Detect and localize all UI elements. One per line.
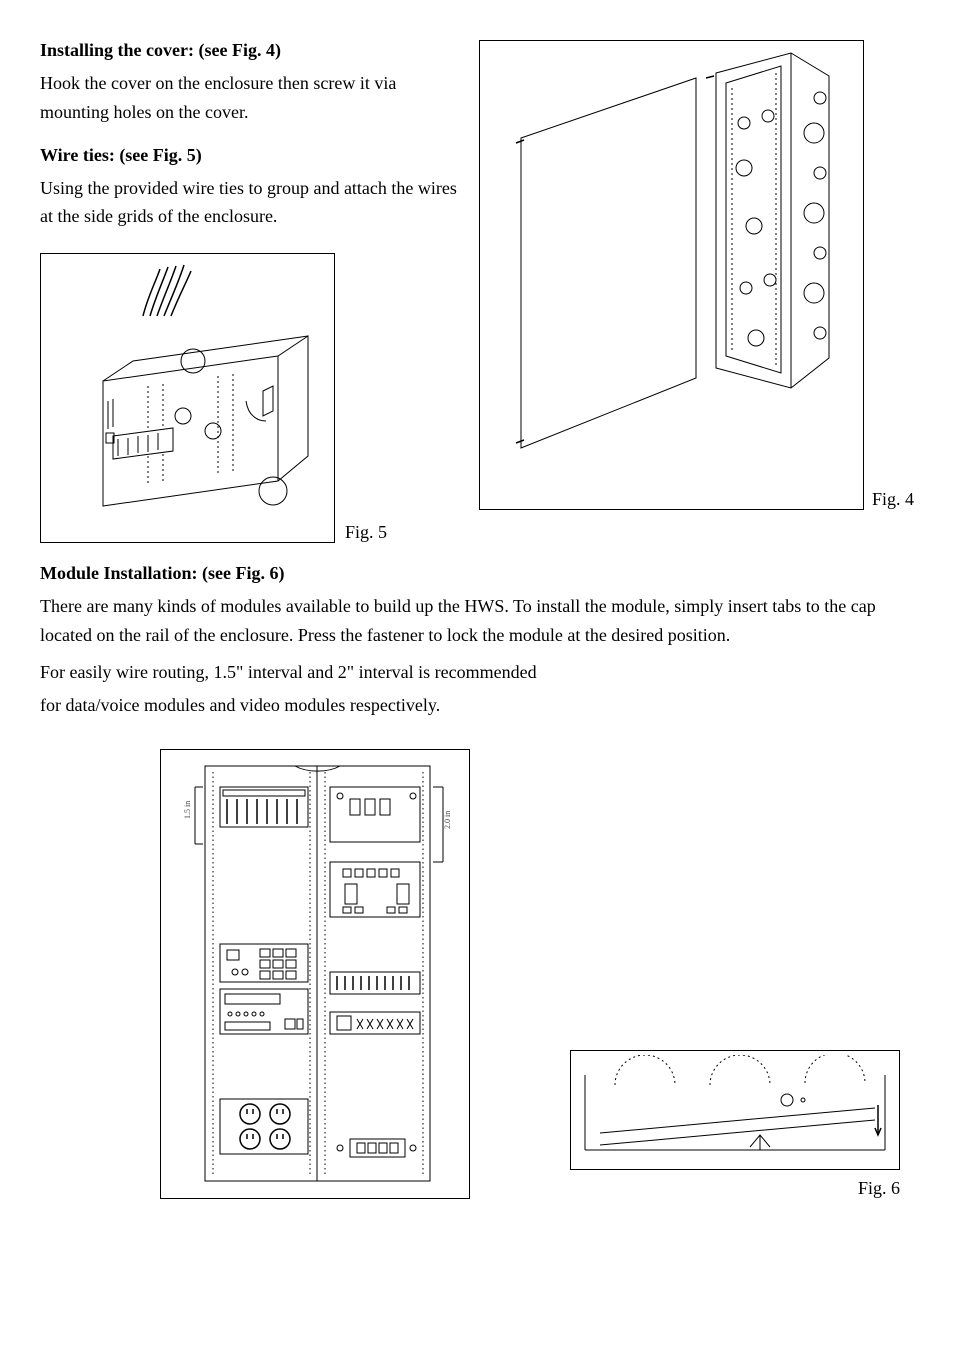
annotation-2-0in: 2.0 in bbox=[443, 811, 452, 829]
figure5-box bbox=[40, 253, 335, 543]
section2-heading: Wire ties: (see Fig. 5) bbox=[40, 145, 459, 166]
figure5-svg bbox=[48, 261, 328, 536]
figure5-label: Fig. 5 bbox=[345, 522, 387, 543]
figure6b-box bbox=[570, 1050, 900, 1170]
section3-body1: There are many kinds of modules availabl… bbox=[40, 592, 914, 650]
section3: Module Installation: (see Fig. 6) There … bbox=[40, 563, 914, 1199]
figure4-box bbox=[479, 40, 864, 510]
section2-body: Using the provided wire ties to group an… bbox=[40, 174, 459, 232]
section3-heading: Module Installation: (see Fig. 6) bbox=[40, 563, 914, 584]
figure6a-box: 1.5 in 2.0 in bbox=[160, 749, 470, 1199]
section3-body2: For easily wire routing, 1.5" interval a… bbox=[40, 658, 914, 687]
section1-heading: Installing the cover: (see Fig. 4) bbox=[40, 40, 459, 61]
annotation-1-5in: 1.5 in bbox=[183, 801, 192, 819]
figure6b-svg bbox=[575, 1055, 895, 1165]
figure4-label: Fig. 4 bbox=[872, 489, 914, 510]
section1-body: Hook the cover on the enclosure then scr… bbox=[40, 69, 459, 127]
figure5-container: Fig. 5 bbox=[40, 253, 459, 543]
figure4-container: Fig. 4 bbox=[479, 40, 914, 510]
section3-body3: for data/voice modules and video modules… bbox=[40, 691, 914, 720]
figure6-row: 1.5 in 2.0 in bbox=[160, 749, 914, 1199]
figure6a-svg: 1.5 in 2.0 in bbox=[165, 754, 465, 1194]
figure6-label: Fig. 6 bbox=[858, 1178, 900, 1199]
figure4-svg bbox=[486, 48, 856, 503]
